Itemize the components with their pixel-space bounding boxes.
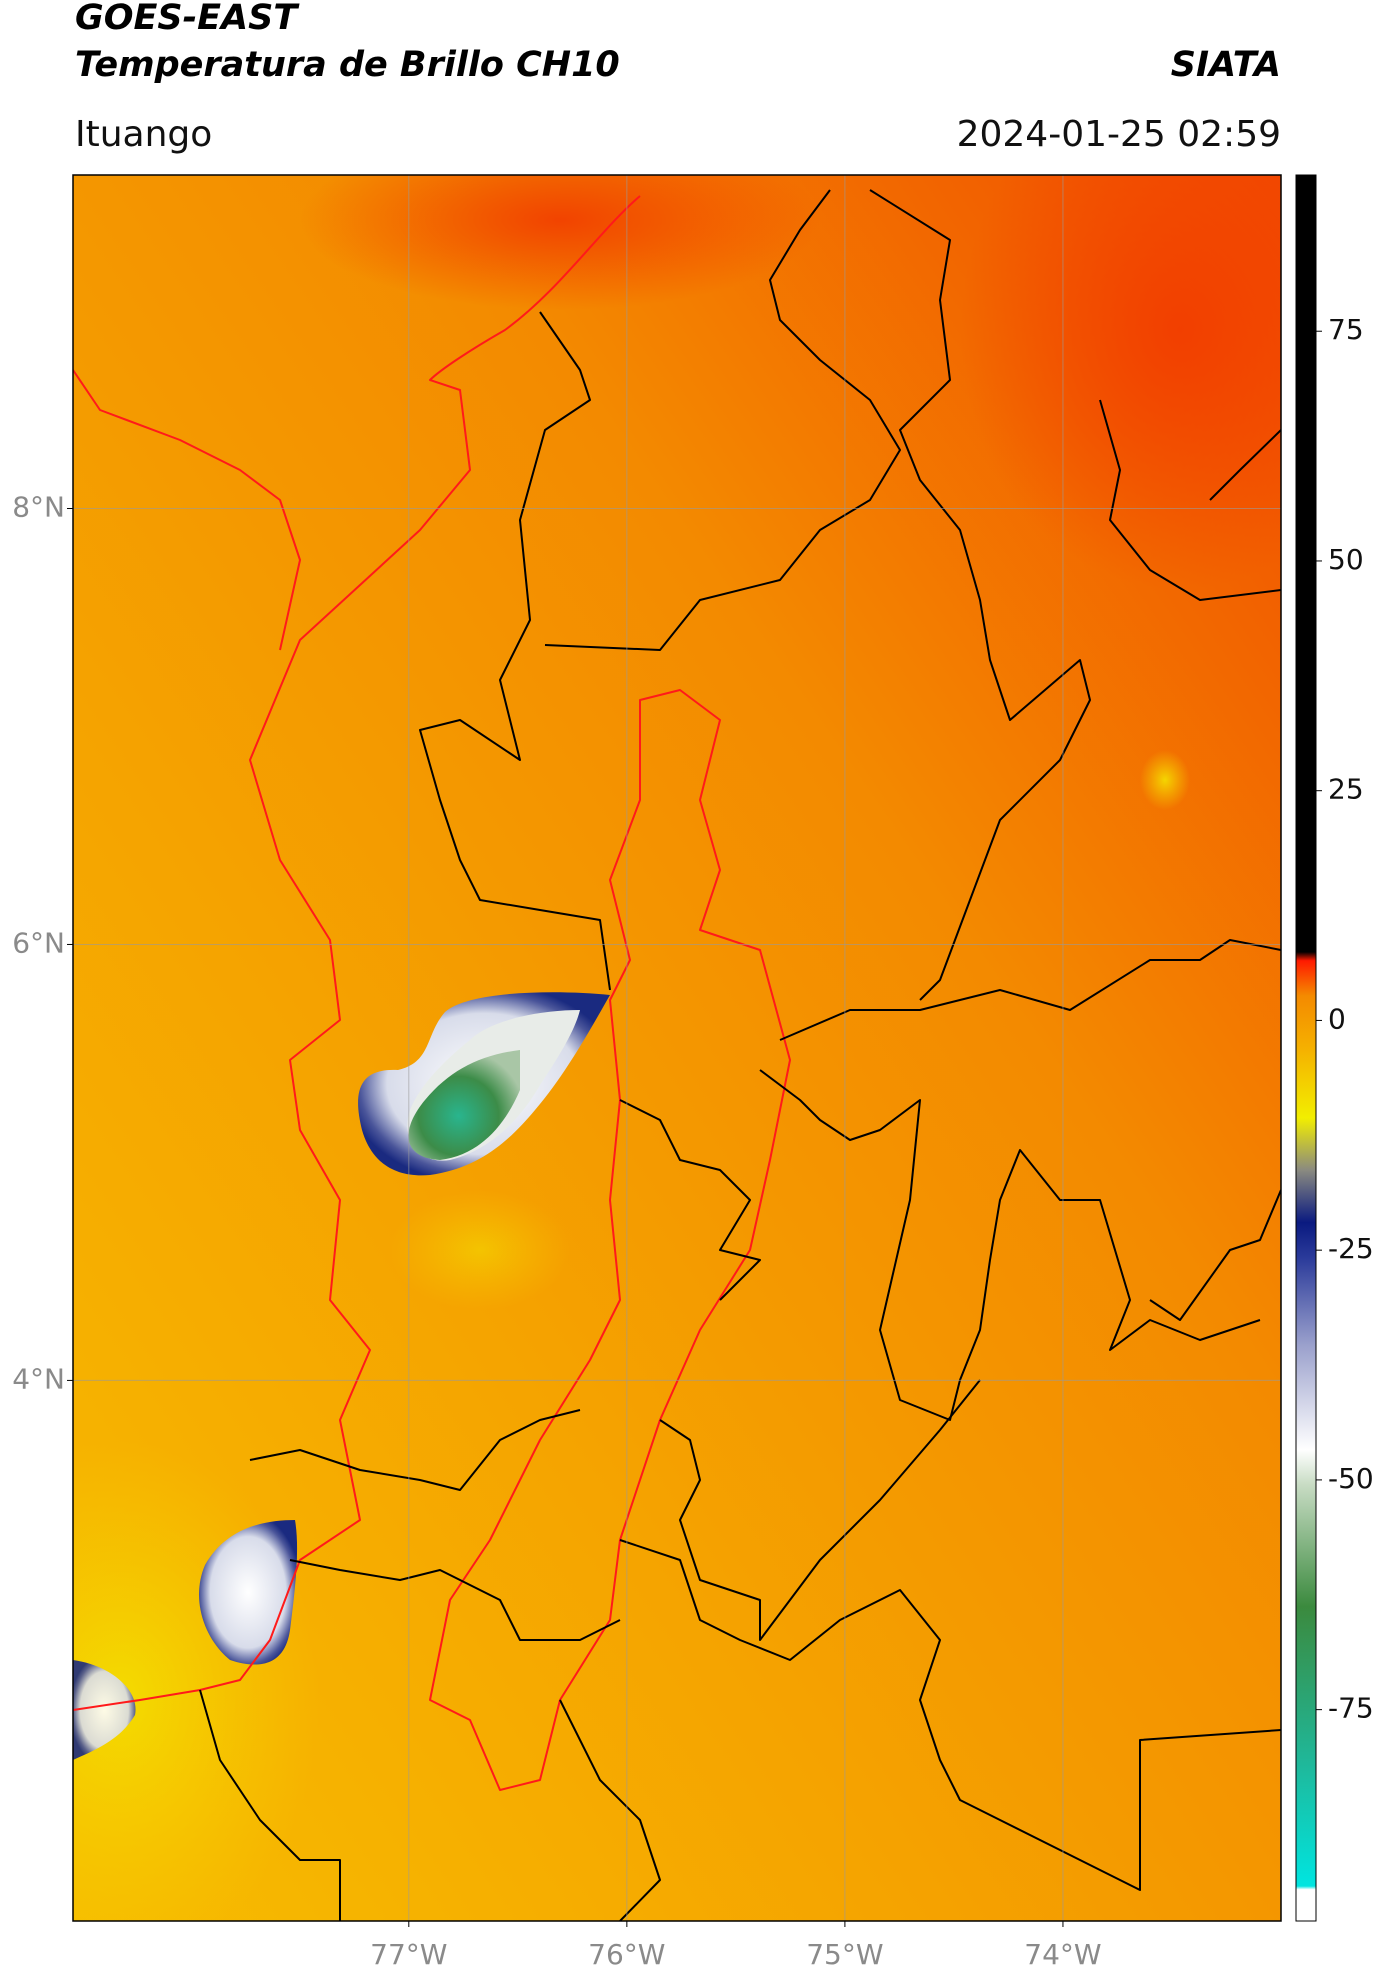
x-tick-label: 74°W — [1024, 1938, 1101, 1971]
y-tick-label: 8°N — [12, 491, 65, 524]
y-tick-label: 6°N — [12, 926, 65, 959]
colorbar-tick-label: 50 — [1328, 543, 1364, 576]
colorbar-tick-label: 0 — [1328, 1002, 1346, 1035]
x-tick-label: 77°W — [370, 1938, 447, 1971]
location: Ituango — [75, 114, 212, 155]
colorbar-tick-label: -25 — [1328, 1232, 1374, 1265]
colorbar-tick-label: -50 — [1328, 1462, 1374, 1495]
map-frame — [72, 174, 1282, 1922]
colorbar — [1295, 174, 1317, 1922]
grid — [73, 175, 1281, 1921]
colorbar-tick-label: -75 — [1328, 1692, 1374, 1725]
timestamp: 2024-01-25 02:59 — [957, 114, 1281, 155]
colorbar-tick-label: 75 — [1328, 313, 1364, 346]
map-image — [73, 175, 1281, 1921]
colorbar-tick-label: 25 — [1328, 773, 1364, 806]
x-tick-label: 76°W — [588, 1938, 665, 1971]
y-tick-label: 4°N — [12, 1362, 65, 1395]
x-tick-label: 75°W — [806, 1938, 883, 1971]
subtitle: Temperatura de Brillo CH10 — [75, 45, 620, 85]
brand: SIATA — [1171, 45, 1281, 85]
title: GOES-EAST — [75, 0, 300, 38]
